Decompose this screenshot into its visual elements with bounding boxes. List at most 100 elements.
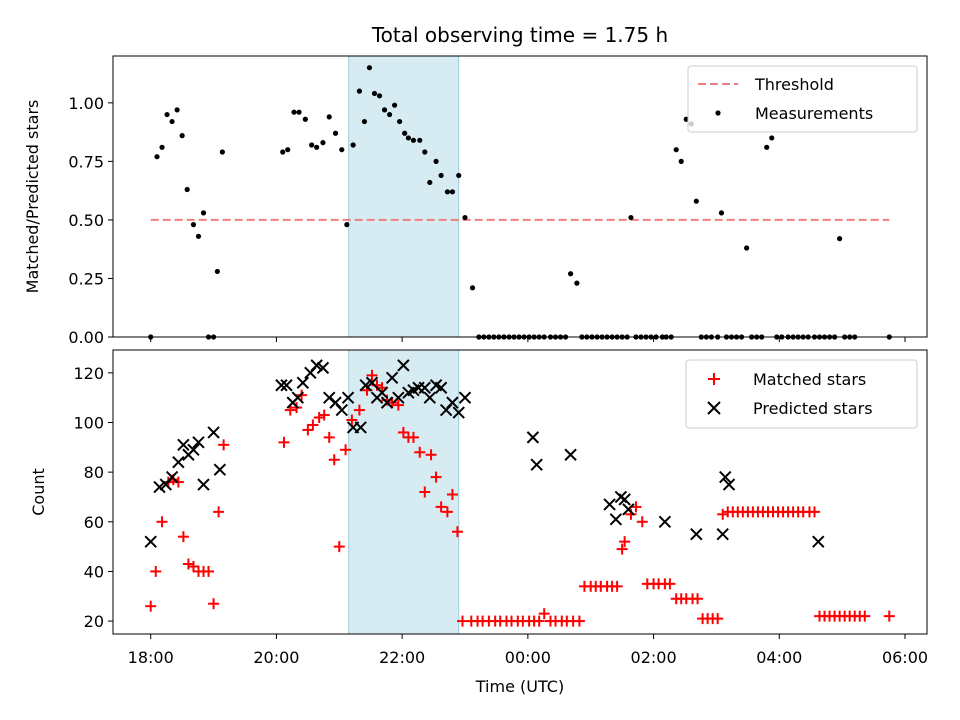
matched-star-point xyxy=(187,560,199,572)
x-tick-label: 18:00 xyxy=(128,648,174,667)
measurement-points xyxy=(148,65,892,340)
predicted-star-point xyxy=(564,448,577,461)
highlight-region-top xyxy=(348,55,460,338)
predicted-star-point xyxy=(526,431,540,444)
legend-predicted-swatch xyxy=(707,401,721,415)
measurement-point xyxy=(433,158,439,164)
x-tick-label: 04:00 xyxy=(756,648,802,667)
legend-measurements-swatch xyxy=(715,110,721,116)
matched-star-point xyxy=(533,615,545,627)
legend-predicted-label: Predicted stars xyxy=(753,399,873,418)
x-axis-label: Time (UTC) xyxy=(475,677,564,696)
matched-star-point xyxy=(430,471,442,483)
matched-star-point xyxy=(883,610,895,622)
top-y-axis: 0.00 0.25 0.50 0.75 1.00 xyxy=(68,94,113,347)
measurement-point xyxy=(410,137,417,143)
measurement-point xyxy=(678,158,684,164)
predicted-star-point xyxy=(418,381,431,394)
matched-star-point xyxy=(419,486,431,498)
x-tick-label: 06:00 xyxy=(882,648,928,667)
matched-star-point xyxy=(203,565,215,577)
measurement-point xyxy=(427,179,433,186)
measurement-point xyxy=(417,137,423,143)
top-y-tick-label: 0.25 xyxy=(68,269,104,288)
top-y-tick-label: 0.00 xyxy=(68,328,104,347)
bottom-y-tick-label: 100 xyxy=(73,413,104,432)
predicted-star-point xyxy=(207,426,220,439)
predicted-star-point xyxy=(365,376,379,389)
measurement-point xyxy=(837,236,843,242)
matched-star-point xyxy=(323,431,335,443)
top-y-tick-label: 0.50 xyxy=(68,211,104,230)
legend-matched-label: Matched stars xyxy=(753,370,866,389)
matched-star-point xyxy=(425,449,437,461)
measurement-point xyxy=(184,186,190,193)
measurement-point xyxy=(462,214,468,221)
matched-star-point xyxy=(177,531,189,543)
matched-star-point xyxy=(692,593,704,605)
matched-star-point xyxy=(446,488,458,500)
measurement-point xyxy=(402,130,408,136)
matched-star-point xyxy=(441,506,453,518)
matched-star-point xyxy=(346,414,358,426)
measurement-point xyxy=(190,222,197,228)
bottom-axes-frame xyxy=(112,349,928,635)
x-tick-label: 02:00 xyxy=(631,648,677,667)
top-legend: Threshold Measurements xyxy=(687,65,918,133)
predicted-star-point xyxy=(530,458,543,471)
predicted-star-point xyxy=(316,361,330,375)
x-tick-label: 22:00 xyxy=(379,648,425,667)
predicted-star-point xyxy=(622,503,635,516)
matched-star-point xyxy=(302,424,314,436)
predicted-star-point xyxy=(310,359,323,372)
predicted-star-point xyxy=(397,359,410,372)
measurement-point xyxy=(285,147,291,153)
matched-star-point xyxy=(407,431,419,443)
top-y-tick-label: 0.75 xyxy=(68,152,104,171)
matched-star-point xyxy=(156,516,168,528)
predicted-star-point xyxy=(603,498,616,511)
bottom-panel: 20 40 60 80 100 120 18:00 20:00 22:00 00:00 02:00… xyxy=(29,349,928,696)
matched-star-point xyxy=(340,444,352,456)
top-panel: 0.00 0.25 0.50 0.75 1.00 Matched/Predicted s… xyxy=(23,55,928,347)
predicted-star-point xyxy=(458,391,472,404)
predicted-star-point xyxy=(452,406,465,419)
predicted-star-point xyxy=(380,396,394,409)
measurement-point xyxy=(350,142,356,148)
measurement-point xyxy=(164,111,170,118)
matched-star-point xyxy=(182,558,194,570)
measurement-point xyxy=(320,140,326,146)
matched-star-point xyxy=(328,454,340,466)
matched-star-point xyxy=(538,608,550,620)
measurement-point xyxy=(200,210,207,216)
matched-star-point xyxy=(414,446,426,458)
measurement-point xyxy=(344,222,350,228)
measurement-point xyxy=(214,268,220,275)
bottom-y-tick-label: 80 xyxy=(84,463,104,482)
matched-star-point xyxy=(611,580,623,592)
bottom-y-axis: 20 40 60 80 100 120 xyxy=(73,364,113,631)
predicted-star-point xyxy=(197,478,210,491)
matched-star-point xyxy=(616,543,628,555)
predicted-star-point xyxy=(335,403,349,417)
bottom-y-tick-label: 20 xyxy=(84,612,104,631)
matched-star-point xyxy=(353,404,365,416)
predicted-star-point xyxy=(423,391,437,404)
measurement-point xyxy=(366,65,373,71)
legend-measurements-label: Measurements xyxy=(755,104,873,123)
predicted-star-point xyxy=(177,438,190,452)
matched-star-point xyxy=(392,399,404,411)
measurement-point xyxy=(376,93,383,99)
predicted-star-point xyxy=(716,527,729,541)
legend-threshold-label: Threshold xyxy=(754,75,834,94)
top-y-axis-label: Matched/Predicted stars xyxy=(23,100,42,294)
matched-star-point xyxy=(636,516,648,528)
matched-star-point xyxy=(307,419,319,431)
measurement-point xyxy=(169,118,175,125)
measurement-point xyxy=(339,147,345,153)
measurement-point xyxy=(405,135,412,141)
measurement-point xyxy=(574,280,580,286)
matched-star-point xyxy=(619,536,631,548)
measurement-point xyxy=(154,154,160,160)
